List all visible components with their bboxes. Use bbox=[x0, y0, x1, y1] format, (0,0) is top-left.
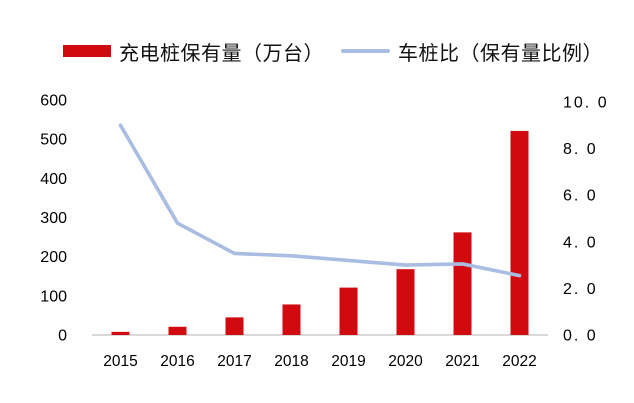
x-axis-tick-label: 2022 bbox=[502, 353, 536, 370]
legend-item-line: 车桩比（保有量比例） bbox=[324, 37, 603, 66]
x-axis-tick-label: 2020 bbox=[388, 353, 423, 370]
bar-series-swatch-icon bbox=[63, 45, 111, 57]
bar bbox=[225, 317, 244, 335]
y-axis-left-tick-label: 0 bbox=[58, 328, 67, 345]
y-axis-right-tick-label: 2. 0 bbox=[563, 281, 598, 298]
bar bbox=[111, 331, 130, 335]
x-axis-tick-label: 2021 bbox=[445, 353, 479, 370]
y-axis-right-tick-label: 10. 0 bbox=[563, 95, 609, 112]
bar bbox=[396, 269, 415, 335]
legend-item-bars: 充电桩保有量（万台） bbox=[63, 37, 324, 66]
x-axis-tick-label: 2017 bbox=[217, 353, 251, 370]
y-axis-left-tick-label: 200 bbox=[40, 249, 67, 266]
x-axis-tick-label: 2018 bbox=[274, 353, 308, 370]
bar bbox=[282, 304, 301, 335]
y-axis-right-tick-label: 4. 0 bbox=[563, 234, 598, 251]
y-axis-left-tick-label: 600 bbox=[40, 93, 67, 110]
y-axis-left-tick-label: 100 bbox=[40, 288, 67, 305]
y-axis-right-tick-label: 6. 0 bbox=[563, 188, 598, 205]
y-axis-left-tick-label: 400 bbox=[40, 171, 67, 188]
legend: 充电桩保有量（万台） 车桩比（保有量比例） bbox=[63, 37, 603, 66]
bar bbox=[510, 130, 529, 335]
x-axis-tick-label: 2015 bbox=[103, 353, 137, 370]
x-axis-tick-label: 2019 bbox=[331, 353, 365, 370]
bar bbox=[339, 287, 358, 335]
ratio-line bbox=[118, 123, 522, 278]
y-axis-left-tick-label: 300 bbox=[40, 210, 67, 227]
y-axis-right-tick-label: 0. 0 bbox=[563, 328, 598, 345]
y-axis-right-tick-label: 8. 0 bbox=[563, 141, 598, 158]
y-axis-left-tick-label: 500 bbox=[40, 132, 67, 149]
legend-bar-label: 充电桩保有量（万台） bbox=[119, 42, 324, 65]
x-axis-tick-label: 2016 bbox=[160, 353, 194, 370]
line-series-swatch-icon bbox=[341, 49, 390, 53]
bar bbox=[168, 326, 187, 335]
legend-line-label: 车桩比（保有量比例） bbox=[398, 42, 603, 65]
bar bbox=[453, 232, 472, 335]
